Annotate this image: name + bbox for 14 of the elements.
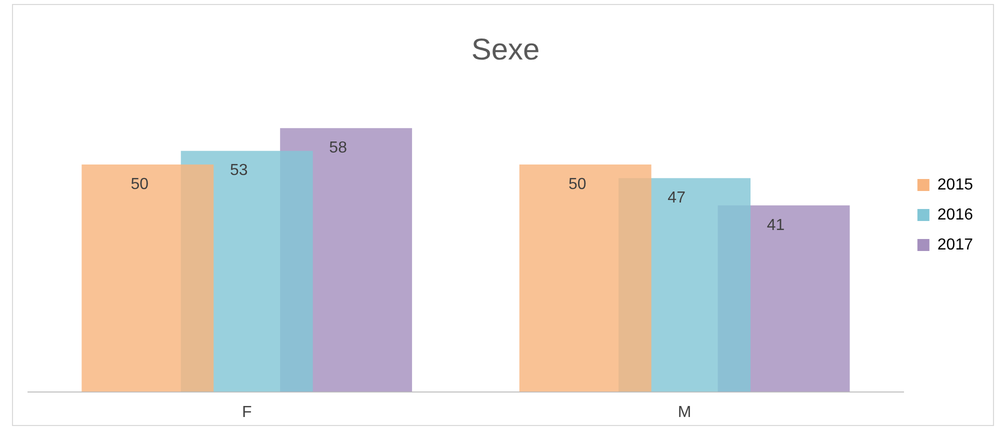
legend-label: 2017 xyxy=(937,236,974,254)
bar xyxy=(82,164,214,392)
data-label: 50 xyxy=(130,176,149,193)
data-label: 58 xyxy=(329,140,348,156)
x-tick-label: F xyxy=(242,404,252,421)
bar xyxy=(519,164,652,392)
data-label: 50 xyxy=(568,176,586,193)
legend-label: 2015 xyxy=(937,176,974,194)
data-label: 41 xyxy=(766,216,785,234)
data-label: 53 xyxy=(230,162,248,180)
data-label: 47 xyxy=(668,190,686,207)
chart-title: Sexe xyxy=(471,33,540,66)
x-tick-label: M xyxy=(678,404,692,421)
legend-label: 2016 xyxy=(937,206,974,224)
